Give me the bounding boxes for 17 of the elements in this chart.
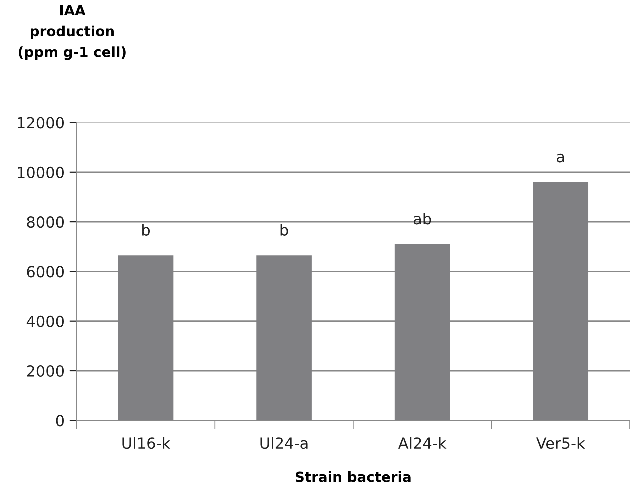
y-tick-label: 2000	[27, 365, 64, 378]
x-tick-label: Al24-k	[398, 437, 447, 449]
x-tick-label: Ul16-k	[122, 437, 171, 450]
x-tick-label: Ver5-k	[536, 437, 586, 450]
annotation: ab	[414, 212, 432, 225]
y-tick-label: 12000	[18, 117, 64, 129]
y-tick-label: 4000	[26, 316, 64, 328]
annotation: a	[557, 154, 564, 163]
annotation: b	[142, 224, 150, 236]
y-tick-label: 6000	[27, 266, 64, 278]
annotation: b	[280, 224, 288, 236]
y-tick-label: 8000	[27, 216, 64, 228]
x-axis-title: Strain bacteria	[296, 472, 411, 482]
y-tick-label: 0	[56, 415, 64, 427]
y-tick-label: 10000	[18, 166, 64, 178]
y-axis-title: IAA production (ppm g-1 cell)	[19, 5, 126, 60]
x-tick-label: Ul24-a	[260, 437, 308, 450]
